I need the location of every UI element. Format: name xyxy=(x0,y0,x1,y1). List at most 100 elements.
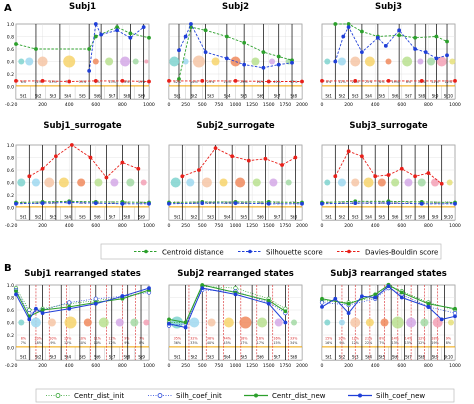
state-label: St2 xyxy=(191,94,198,99)
state-bubble xyxy=(252,178,261,187)
state-label: St6 xyxy=(94,355,101,360)
state-bubble xyxy=(338,319,345,326)
series-point-davies xyxy=(399,166,404,171)
x-tick-label: 500 xyxy=(198,363,207,369)
state-label: St7 xyxy=(405,355,412,360)
y-tick-label: 0.4 xyxy=(7,60,14,66)
x-tick-label: 1750 xyxy=(280,223,292,229)
series-point-silh_new xyxy=(346,311,351,316)
series-point-davies xyxy=(14,78,18,83)
series-point-silhouette xyxy=(141,25,146,30)
state-bubble xyxy=(110,178,119,187)
state-bubble xyxy=(169,56,180,67)
x-tick-label: 750 xyxy=(214,102,223,108)
x-tick-label: 400 xyxy=(65,363,74,369)
series-point-silhouette xyxy=(397,28,402,33)
state-label: St1 xyxy=(325,355,332,360)
chart-1: Subj2 0 250 500 750 1000 1250 1500 1750 2000 St1 42… xyxy=(167,2,308,108)
state-bubble xyxy=(350,56,361,67)
state-label: St3 xyxy=(352,94,359,99)
state-bubble xyxy=(186,178,195,187)
y-tick-label: 0.8 xyxy=(7,35,14,41)
state-bubble xyxy=(448,319,455,326)
series-point-centroid xyxy=(128,31,133,36)
state-pct: 13% xyxy=(79,80,86,84)
y-tick-label: 0.2 xyxy=(7,193,14,199)
series-point-davies xyxy=(439,181,444,186)
state-pct-init: 8% xyxy=(21,336,26,340)
state-pct: 18% xyxy=(35,341,42,345)
x-tick-label: 1000 xyxy=(143,102,155,108)
state-bubble xyxy=(92,58,99,65)
series-point-centroid xyxy=(242,40,247,45)
series-point-davies xyxy=(359,154,364,159)
state-label: St9 xyxy=(432,355,439,360)
x-tick-label: 0 xyxy=(321,102,324,108)
state-pct: 31% xyxy=(273,201,280,205)
state-bubble xyxy=(377,178,386,187)
state-label: St4 xyxy=(64,355,71,360)
legend-a-label-centroid: Centroid distance xyxy=(162,249,224,257)
state-bubble xyxy=(417,178,426,187)
series-point-centroid xyxy=(413,35,418,40)
chart-title: Subj1_surrogate xyxy=(43,121,122,131)
x-tick-label: 600 xyxy=(397,363,406,369)
state-label: St8 xyxy=(418,355,425,360)
state-label: St7 xyxy=(274,94,281,99)
y-tick-label: 1.0 xyxy=(7,143,14,149)
state-label: St4 xyxy=(365,215,372,220)
series-point-centroid xyxy=(14,42,18,46)
state-label: St5 xyxy=(79,94,86,99)
state-bubble xyxy=(77,178,86,187)
state-label: St7 xyxy=(274,355,281,360)
x-tick-label: 2000 xyxy=(296,363,308,369)
series-point-davies xyxy=(147,79,151,84)
x-tick-label: 250 xyxy=(181,363,190,369)
x-tick-label: 1250 xyxy=(246,223,258,229)
series-point-silhouette xyxy=(453,201,457,206)
x-tick-label: 600 xyxy=(91,223,100,229)
x-tick-label: 800 xyxy=(118,223,127,229)
state-bubble xyxy=(431,178,440,187)
series-point-davies xyxy=(333,174,338,179)
series-point-silh_new xyxy=(167,321,171,326)
series-point-silh_new xyxy=(34,306,38,311)
series-point-davies xyxy=(54,154,58,159)
chart-7: Subj2 rearranged states 0 250 500 750 1000 125… xyxy=(166,269,308,369)
series-point-davies xyxy=(104,175,109,180)
legend-b-marker-silh-new xyxy=(358,393,362,398)
state-pct-init: 38% xyxy=(207,336,214,340)
legend-b-item-centr-init: Centr_dist_init xyxy=(46,392,124,400)
x-tick-label: 200 xyxy=(344,223,353,229)
series-point-centroid xyxy=(87,47,92,51)
x-tick-label: 400 xyxy=(371,102,380,108)
series-line-centroid xyxy=(335,23,448,42)
state-label: St2 xyxy=(339,94,346,99)
state-pct: 16% xyxy=(325,341,332,345)
state-bubble xyxy=(37,56,48,67)
state-pct: 17% xyxy=(257,341,264,345)
series-point-silhouette xyxy=(189,22,193,26)
series-point-silhouette xyxy=(224,56,229,61)
series-line-centr_init xyxy=(169,285,286,323)
series-point-davies xyxy=(320,78,324,83)
state-label: St8 xyxy=(418,94,425,99)
state-pct: 17% xyxy=(240,341,247,345)
legend-a-marker-davies xyxy=(347,249,351,254)
y-tick-label: 1.0 xyxy=(7,22,14,28)
series-point-davies xyxy=(120,160,125,165)
series-point-davies xyxy=(213,146,218,151)
legend-b-label-centr-new: Centr_dist_new xyxy=(272,392,326,400)
state-pct: 42% xyxy=(174,80,181,84)
series-point-davies xyxy=(233,78,238,83)
series-point-silh_new xyxy=(320,304,324,309)
chart-title: Subj1 xyxy=(69,2,96,12)
plots: Subj1 0.0 0.2 0.4 0.6 0.8 1.0 0 200 400 600 800 1000… xyxy=(5,2,461,369)
series-point-silh_new xyxy=(67,306,72,311)
panel-label-a: A xyxy=(4,3,12,14)
state-pct: 8% xyxy=(21,201,26,205)
state-bubble xyxy=(47,318,56,327)
chart-3: Subj1_surrogate 0.0 0.2 0.4 0.6 0.8 1.0 0 200 400… xyxy=(5,121,155,229)
series-point-silhouette xyxy=(242,62,247,67)
x-tick-label: 500 xyxy=(198,102,207,108)
